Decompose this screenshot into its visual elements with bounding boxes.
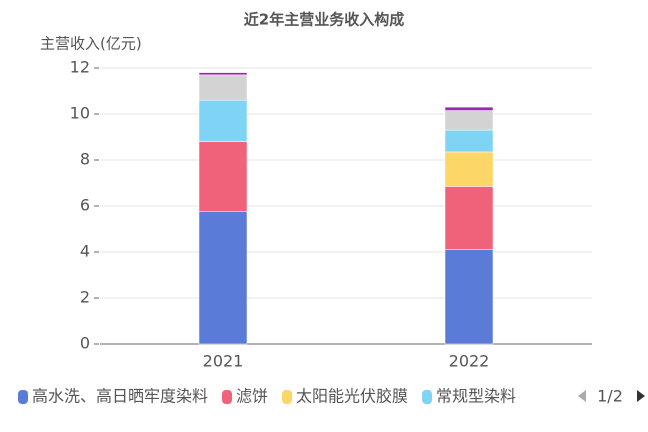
y-tick-label: 8 [80,150,90,169]
bar-segment [444,249,494,345]
x-tick-label: 2022 [449,352,490,371]
bar-segment [444,151,494,187]
bar-segment [198,72,248,76]
legend-marker [282,390,293,404]
bar-segment [444,186,494,250]
legend-marker [18,390,28,404]
chart-title: 近2年主营业务收入构成 [244,11,404,29]
bar-segment [198,74,248,101]
legend-next[interactable] [637,390,645,402]
y-tick-label: 4 [80,242,90,261]
bar-segment [444,110,494,131]
legend-label: 高水洗、高日晒牢度染料 [32,387,208,406]
x-tick-label: 2021 [203,352,244,371]
legend-label: 滤饼 [236,387,268,406]
y-tick-label: 0 [80,334,90,353]
legend-prev[interactable] [578,390,586,402]
bar-segment [444,106,494,111]
y-tick-label: 2 [80,288,90,307]
legend-label: 常规型染料 [436,387,516,406]
y-tick-label: 10 [70,104,90,123]
y-axis-label: 主营收入(亿元) [40,35,142,53]
bar-segment [444,129,494,153]
legend-label: 太阳能光伏胶膜 [296,387,408,406]
legend-page: 1/2 [597,387,623,406]
bar-segment [198,211,248,345]
y-tick-label: 6 [80,196,90,215]
legend-marker [222,390,233,404]
legend-marker [422,390,433,404]
bar-segment [198,141,248,213]
y-tick-label: 12 [70,58,90,77]
bar-segment [198,99,248,142]
